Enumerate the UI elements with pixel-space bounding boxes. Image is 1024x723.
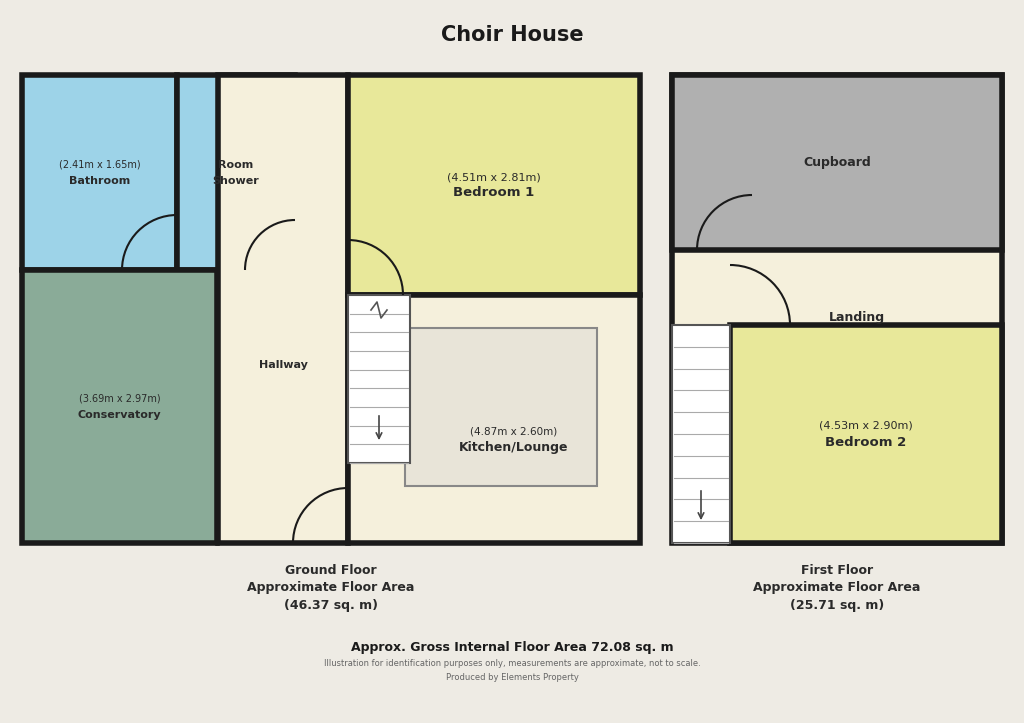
Bar — [672, 325, 730, 543]
Text: (4.87m x 2.60m): (4.87m x 2.60m) — [470, 426, 558, 436]
Bar — [730, 325, 1002, 543]
Text: (2.41m x 1.65m): (2.41m x 1.65m) — [58, 160, 140, 169]
Bar — [177, 75, 295, 270]
Text: Approx. Gross Internal Floor Area 72.08 sq. m: Approx. Gross Internal Floor Area 72.08 … — [350, 641, 674, 654]
Text: (4.51m x 2.81m): (4.51m x 2.81m) — [447, 172, 541, 182]
Text: Conservatory: Conservatory — [78, 409, 162, 419]
Text: (46.37 sq. m): (46.37 sq. m) — [284, 599, 378, 612]
Text: (4.53m x 2.90m): (4.53m x 2.90m) — [819, 421, 912, 431]
Text: Illustration for identification purposes only, measurements are approximate, not: Illustration for identification purposes… — [324, 659, 700, 669]
Text: Landing: Landing — [829, 311, 885, 324]
Text: Approximate Floor Area: Approximate Floor Area — [754, 581, 921, 594]
Bar — [348, 295, 410, 463]
Text: Bathroom: Bathroom — [69, 176, 130, 186]
Text: (25.71 sq. m): (25.71 sq. m) — [790, 599, 884, 612]
Bar — [22, 75, 177, 270]
Text: Room: Room — [218, 160, 254, 169]
Text: Bedroom 1: Bedroom 1 — [454, 187, 535, 200]
Text: Cupboard: Cupboard — [803, 156, 870, 169]
Text: Shower: Shower — [213, 176, 259, 186]
Text: Choir House: Choir House — [440, 25, 584, 45]
Text: First Floor: First Floor — [801, 563, 873, 576]
Text: Hallway: Hallway — [259, 360, 307, 370]
Bar — [672, 75, 1002, 543]
Bar — [22, 270, 217, 543]
Bar — [672, 75, 1002, 250]
Bar — [348, 75, 640, 295]
Text: Ground Floor: Ground Floor — [286, 563, 377, 576]
Text: Approximate Floor Area: Approximate Floor Area — [248, 581, 415, 594]
Text: Bedroom 2: Bedroom 2 — [825, 435, 906, 448]
Bar — [218, 75, 348, 543]
Text: Kitchen/Lounge: Kitchen/Lounge — [459, 440, 568, 453]
Bar — [348, 295, 640, 543]
Text: (3.69m x 2.97m): (3.69m x 2.97m) — [79, 393, 161, 403]
Text: Produced by Elements Property: Produced by Elements Property — [445, 674, 579, 683]
Bar — [406, 328, 597, 486]
